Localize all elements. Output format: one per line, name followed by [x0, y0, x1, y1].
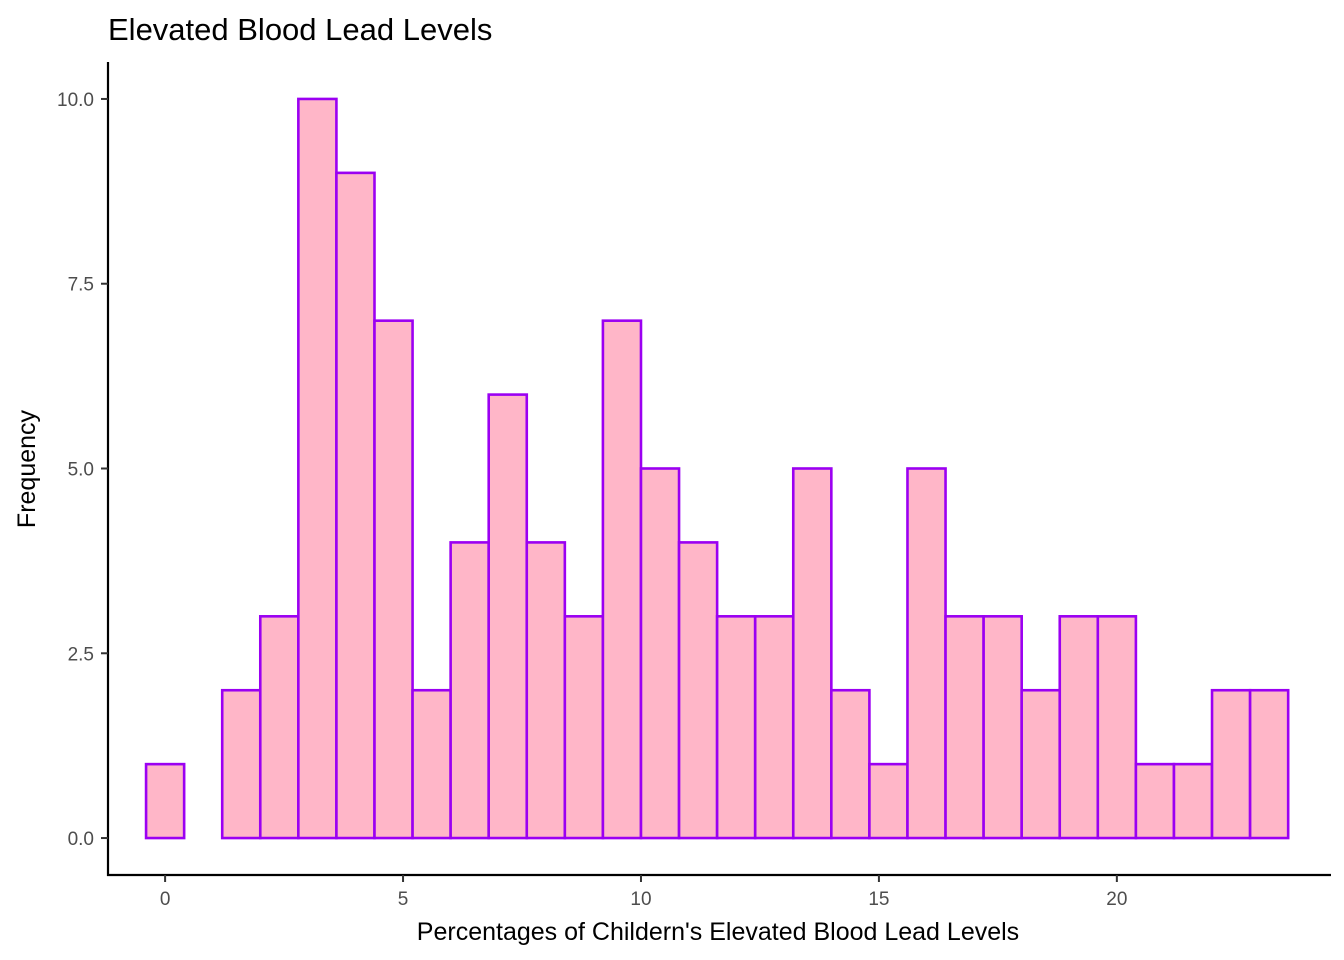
- histogram-bar: [1210, 688, 1252, 840]
- histogram-bar: [1096, 615, 1138, 840]
- histogram-bar: [144, 762, 186, 840]
- histogram-bar: [639, 467, 681, 840]
- x-tick-label: 0: [160, 889, 171, 910]
- histogram-bar: [1248, 688, 1290, 840]
- histogram-bar: [601, 319, 643, 840]
- histogram-bar: [297, 97, 338, 840]
- y-tick-label: 0.0: [68, 829, 94, 850]
- histogram-bar: [830, 688, 871, 840]
- histogram-bar: [335, 171, 376, 840]
- histogram-bar: [449, 541, 491, 840]
- histogram-bar: [525, 541, 567, 840]
- bars-group: [144, 97, 1290, 840]
- x-axis-title: Percentages of Childern's Elevated Blood…: [417, 918, 1019, 946]
- histogram-bar: [868, 762, 909, 840]
- histogram-bar: [982, 615, 1023, 840]
- y-tick-label: 7.5: [68, 275, 94, 296]
- histogram-bar: [1172, 762, 1214, 840]
- histogram-bar: [258, 615, 300, 840]
- histogram-bar: [715, 615, 757, 840]
- histogram-bar: [373, 319, 414, 840]
- y-axis-title: Frequency: [13, 409, 41, 528]
- histogram-bar: [1134, 762, 1176, 840]
- x-tick-label: 10: [630, 889, 651, 910]
- histogram-bar: [753, 615, 795, 840]
- chart-title: Elevated Blood Lead Levels: [108, 12, 492, 47]
- histogram-bar: [677, 541, 719, 840]
- histogram-bar: [944, 615, 985, 840]
- histogram-bar: [1020, 688, 1062, 840]
- x-axis-ticks: 0 5 10 15 20: [160, 875, 1127, 910]
- histogram-bar: [1058, 615, 1100, 840]
- y-tick-label: 10.0: [57, 90, 94, 111]
- histogram-bar: [487, 393, 529, 840]
- histogram-bar: [906, 467, 947, 840]
- histogram-bar: [220, 688, 262, 840]
- y-axis-ticks: 0.0 2.5 5.0 7.5 10.0: [57, 90, 108, 850]
- x-tick-label: 15: [868, 889, 889, 910]
- histogram-bar: [411, 688, 452, 840]
- histogram-bar: [563, 615, 605, 840]
- histogram-bar: [791, 467, 833, 840]
- y-tick-label: 2.5: [68, 644, 94, 665]
- x-tick-label: 20: [1106, 889, 1127, 910]
- x-tick-label: 5: [398, 889, 409, 910]
- y-tick-label: 5.0: [68, 460, 94, 481]
